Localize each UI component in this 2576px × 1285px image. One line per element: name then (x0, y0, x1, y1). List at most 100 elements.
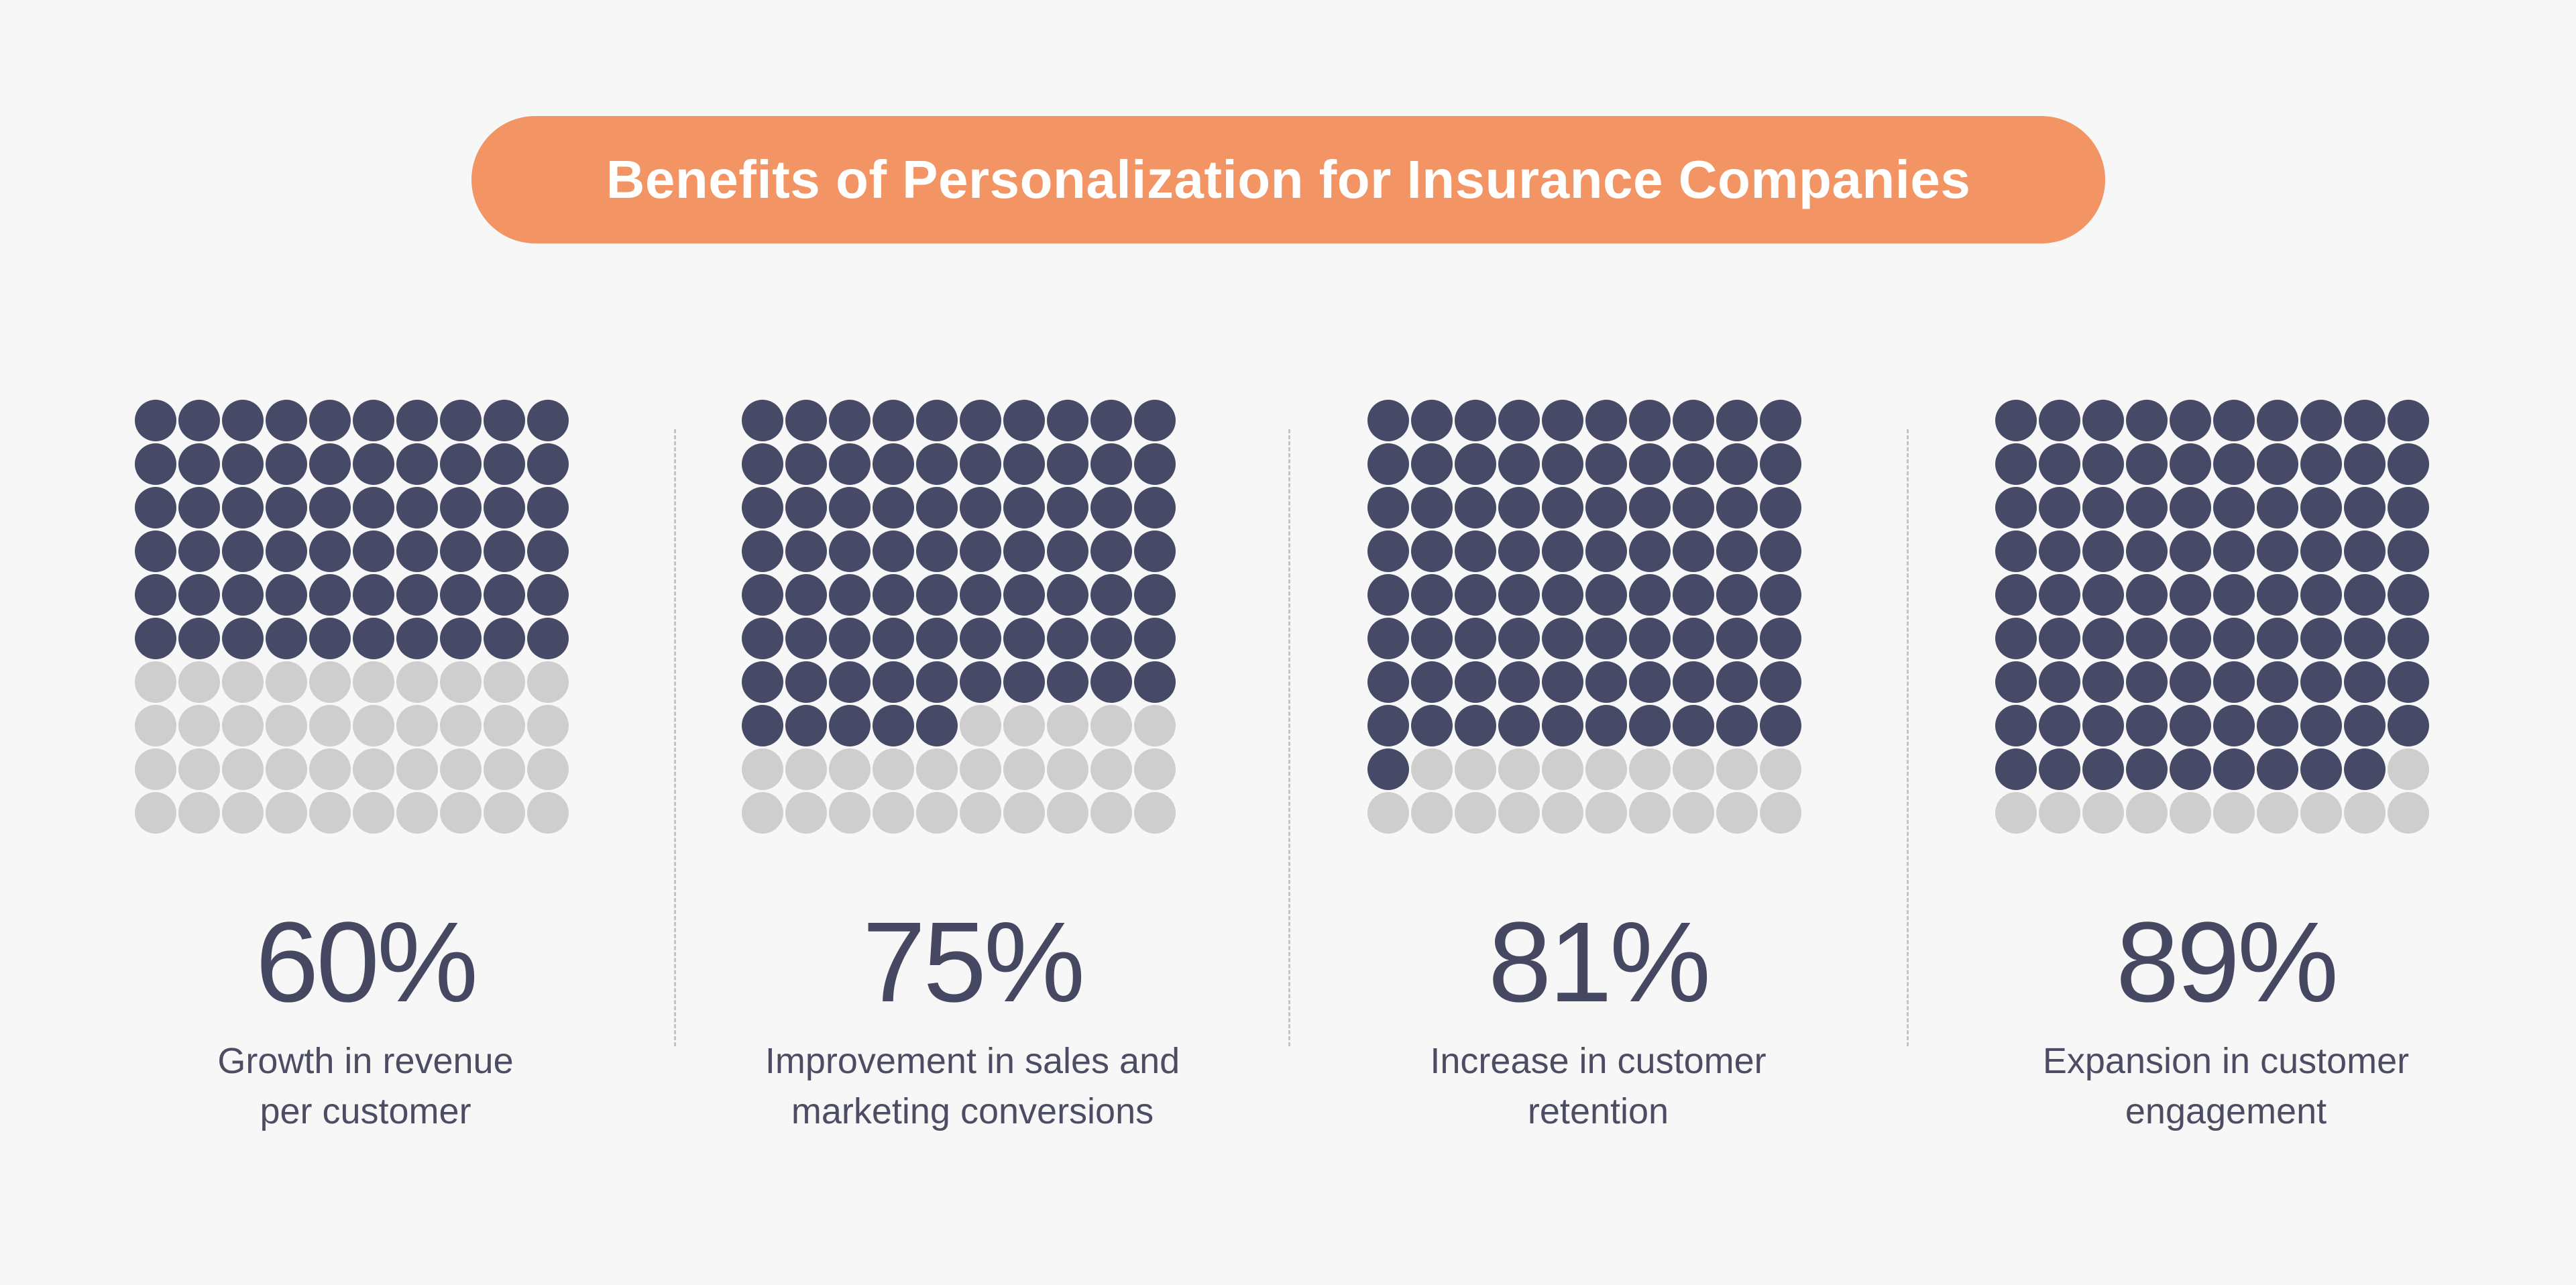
waffle-dot-filled (873, 705, 914, 746)
waffle-dot-empty (527, 748, 569, 790)
waffle-chart-4 (1995, 400, 2429, 834)
waffle-dot-filled (1498, 443, 1540, 485)
waffle-dot-filled (1716, 661, 1758, 703)
waffle-dot-filled (266, 530, 307, 572)
waffle-dot-filled (1003, 487, 1045, 528)
waffle-dot-filled (1585, 530, 1627, 572)
waffle-dot-filled (266, 618, 307, 659)
waffle-chart-3 (1367, 400, 1801, 834)
waffle-dot-filled (2126, 487, 2168, 528)
stat-label-line: Growth in revenue (217, 1041, 514, 1081)
waffle-dot-empty (1090, 748, 1132, 790)
waffle-dot-filled (1760, 574, 1801, 616)
waffle-dot-filled (1090, 574, 1132, 616)
waffle-dot-filled (1455, 400, 1496, 441)
waffle-dot-filled (1455, 705, 1496, 746)
waffle-dot-filled (873, 487, 914, 528)
waffle-dot-filled (1585, 487, 1627, 528)
waffle-dot-empty (2388, 792, 2429, 834)
waffle-dot-empty (309, 792, 351, 834)
waffle-dot-empty (1542, 792, 1583, 834)
waffle-dot-filled (135, 618, 176, 659)
waffle-dot-empty (484, 748, 525, 790)
waffle-dot-filled (1090, 400, 1132, 441)
waffle-dot-empty (1003, 748, 1045, 790)
waffle-dot-filled (2257, 443, 2298, 485)
waffle-dot-filled (1411, 487, 1453, 528)
stat-value: 75% (862, 899, 1085, 1026)
waffle-dot-filled (1134, 574, 1176, 616)
waffle-dot-empty (135, 792, 176, 834)
waffle-dot-filled (2257, 400, 2298, 441)
waffle-dot-empty (222, 661, 264, 703)
waffle-dot-filled (1411, 661, 1453, 703)
waffle-dot-filled (1047, 443, 1088, 485)
waffle-dot-empty (1629, 748, 1671, 790)
stat-label: Improvement in sales and marketing conve… (738, 1036, 1207, 1137)
waffle-dot-empty (2039, 792, 2080, 834)
waffle-dot-filled (2300, 748, 2342, 790)
waffle-dot-filled (2300, 661, 2342, 703)
waffle-dot-filled (1455, 530, 1496, 572)
stat-label-line: per customer (260, 1091, 471, 1131)
waffle-dot-filled (2213, 618, 2255, 659)
waffle-dot-filled (135, 574, 176, 616)
waffle-dot-filled (1542, 661, 1583, 703)
waffle-dot-empty (873, 792, 914, 834)
waffle-dot-empty (484, 661, 525, 703)
waffle-dot-filled (742, 661, 783, 703)
waffle-dot-filled (2126, 661, 2168, 703)
waffle-dot-filled (2388, 400, 2429, 441)
waffle-dot-filled (742, 705, 783, 746)
waffle-dot-filled (2388, 705, 2429, 746)
waffle-dot-filled (1760, 487, 1801, 528)
waffle-dot-filled (178, 400, 220, 441)
waffle-dot-filled (1498, 400, 1540, 441)
waffle-dot-filled (829, 487, 871, 528)
waffle-dot-filled (2039, 705, 2080, 746)
waffle-dot-filled (222, 530, 264, 572)
waffle-dot-filled (2388, 618, 2429, 659)
waffle-dot-empty (353, 705, 394, 746)
stat-label-line: Improvement in sales and (765, 1041, 1180, 1081)
waffle-dot-filled (353, 530, 394, 572)
waffle-dot-filled (484, 618, 525, 659)
waffle-dot-filled (1134, 661, 1176, 703)
stat-label-line: engagement (2125, 1091, 2327, 1131)
waffle-dot-empty (266, 792, 307, 834)
waffle-dot-filled (960, 574, 1001, 616)
stat-label-line: retention (1527, 1091, 1669, 1131)
waffle-dot-empty (178, 661, 220, 703)
waffle-dot-filled (440, 400, 482, 441)
waffle-dot-empty (2213, 792, 2255, 834)
waffle-dot-filled (1090, 530, 1132, 572)
waffle-dot-filled (396, 400, 438, 441)
stat-value: 89% (2115, 899, 2339, 1026)
waffle-dot-empty (1090, 792, 1132, 834)
waffle-dot-empty (1673, 748, 1714, 790)
waffle-dot-filled (1760, 530, 1801, 572)
waffle-dot-filled (2213, 530, 2255, 572)
waffle-dot-empty (1047, 705, 1088, 746)
waffle-dot-filled (2082, 705, 2124, 746)
waffle-dot-filled (135, 530, 176, 572)
waffle-dot-empty (829, 748, 871, 790)
waffle-dot-filled (2300, 400, 2342, 441)
title-banner: Benefits of Personalization for Insuranc… (471, 116, 2105, 243)
waffle-dot-filled (2344, 400, 2386, 441)
divider-2 (1288, 429, 1290, 1046)
waffle-dot-filled (484, 443, 525, 485)
waffle-dot-filled (2257, 487, 2298, 528)
waffle-dot-filled (2126, 618, 2168, 659)
waffle-dot-filled (2126, 705, 2168, 746)
waffle-dot-empty (1003, 792, 1045, 834)
waffle-dot-empty (1134, 792, 1176, 834)
waffle-dot-filled (1134, 530, 1176, 572)
waffle-dot-filled (873, 661, 914, 703)
waffle-dot-filled (527, 443, 569, 485)
waffle-dot-empty (1411, 748, 1453, 790)
waffle-dot-filled (1411, 574, 1453, 616)
waffle-dot-empty (135, 661, 176, 703)
divider-1 (674, 429, 676, 1046)
stat-customer-retention: 81% Increase in customer retention (1363, 396, 1833, 1154)
